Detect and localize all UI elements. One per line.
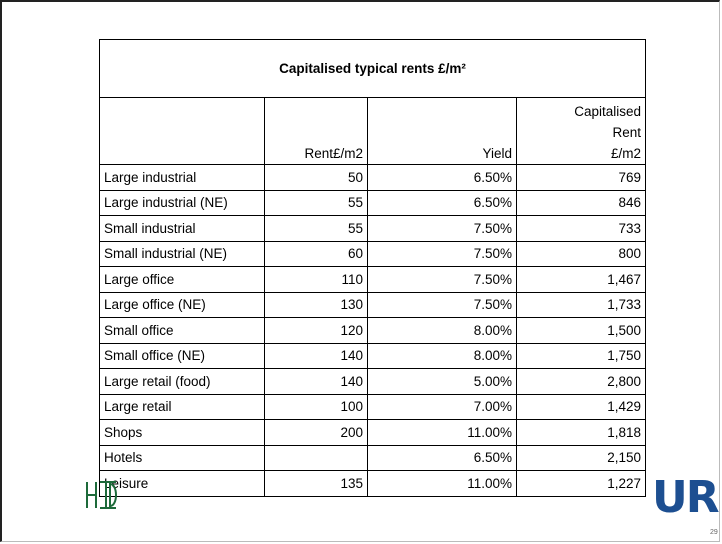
table-cell: 135 (264, 470, 368, 497)
table-row: Small office (NE) 140 8.00% 1,750 (99, 342, 646, 369)
header-cell: Capitalised Rent £/m2 (516, 97, 646, 165)
left-logo (86, 481, 117, 509)
table-row: Large industrial (NE) 55 6.50% 846 (99, 189, 646, 216)
table-cell: 200 (264, 419, 368, 446)
table-cell: 55 (264, 215, 368, 242)
table-cell: 733 (516, 215, 646, 242)
table-cell: Large retail (99, 393, 265, 420)
header-row: Rent£/m2 Yield Capitalised Rent £/m2 (99, 97, 646, 165)
table-cell: Large office (99, 266, 265, 293)
table-cell: Large industrial (99, 164, 265, 191)
table-cell: 50 (264, 164, 368, 191)
table-title: Capitalised typical rents £/m² (99, 39, 646, 98)
table-cell: 100 (264, 393, 368, 420)
table-cell: Small industrial (99, 215, 265, 242)
table-row: Leisure 135 11.00% 1,227 (99, 470, 646, 497)
table-cell: 140 (264, 342, 368, 369)
header-line: £/m2 (610, 146, 641, 161)
table-cell: Small office (99, 317, 265, 344)
rent-table: Capitalised typical rents £/m² Rent£/m2 Yi… (99, 39, 646, 497)
table-cell: 140 (264, 368, 368, 395)
table-cell: Small industrial (NE) (99, 240, 265, 267)
header-line: Rent (612, 125, 641, 140)
table-row: Large industrial 50 6.50% 769 (99, 164, 646, 191)
table-cell: Large office (NE) (99, 291, 265, 318)
table-cell: Large retail (food) (99, 368, 265, 395)
table-row: Large retail 100 7.00% 1,429 (99, 393, 646, 420)
table-cell: 5.00% (367, 368, 517, 395)
table-cell: 6.50% (367, 444, 517, 471)
table-cell: 7.50% (367, 240, 517, 267)
table-cell: 6.50% (367, 189, 517, 216)
table-cell: 8.00% (367, 317, 517, 344)
header-cell: Yield (367, 97, 517, 165)
table-cell: 1,500 (516, 317, 646, 344)
table-cell: 800 (516, 240, 646, 267)
table-cell: Shops (99, 419, 265, 446)
table-cell: 1,227 (516, 470, 646, 497)
table-cell: 6.50% (367, 164, 517, 191)
urs-logo: URS (652, 472, 719, 523)
table-cell: 1,467 (516, 266, 646, 293)
table-row: Large retail (food) 140 5.00% 2,800 (99, 368, 646, 395)
table-cell: Large industrial (NE) (99, 189, 265, 216)
table-row: Large office (NE) 130 7.50% 1,733 (99, 291, 646, 318)
table-cell: 2,150 (516, 444, 646, 471)
table-cell: Small office (NE) (99, 342, 265, 369)
table-cell: Hotels (99, 444, 265, 471)
title-row: Capitalised typical rents £/m² (99, 39, 646, 98)
header-cell (99, 97, 265, 165)
header-line: Capitalised (574, 104, 641, 119)
table-row: Large office 110 7.50% 1,467 (99, 266, 646, 293)
table-cell: 8.00% (367, 342, 517, 369)
table-row: Shops 200 11.00% 1,818 (99, 419, 646, 446)
table-cell: 1,429 (516, 393, 646, 420)
table-cell (264, 444, 368, 471)
table-row: Small industrial (NE) 60 7.50% 800 (99, 240, 646, 267)
table-cell: 1,818 (516, 419, 646, 446)
table-row: Small office 120 8.00% 1,500 (99, 317, 646, 344)
table-row: Hotels 6.50% 2,150 (99, 444, 646, 471)
table-cell: 7.00% (367, 393, 517, 420)
table-cell: 1,733 (516, 291, 646, 318)
table-cell: 11.00% (367, 419, 517, 446)
table-cell: 769 (516, 164, 646, 191)
table-cell: 7.50% (367, 266, 517, 293)
table-cell: 60 (264, 240, 368, 267)
table-cell: 846 (516, 189, 646, 216)
table-cell: 7.50% (367, 215, 517, 242)
table-cell: 55 (264, 189, 368, 216)
page-number: 29 (710, 529, 718, 536)
table-cell: 120 (264, 317, 368, 344)
table-cell: 7.50% (367, 291, 517, 318)
header-cell: Rent£/m2 (264, 97, 368, 165)
table-row: Small industrial 55 7.50% 733 (99, 215, 646, 242)
table-cell: 11.00% (367, 470, 517, 497)
table-cell: Leisure (99, 470, 265, 497)
table-cell: 130 (264, 291, 368, 318)
table-cell: 110 (264, 266, 368, 293)
table-cell: 2,800 (516, 368, 646, 395)
table-cell: 1,750 (516, 342, 646, 369)
